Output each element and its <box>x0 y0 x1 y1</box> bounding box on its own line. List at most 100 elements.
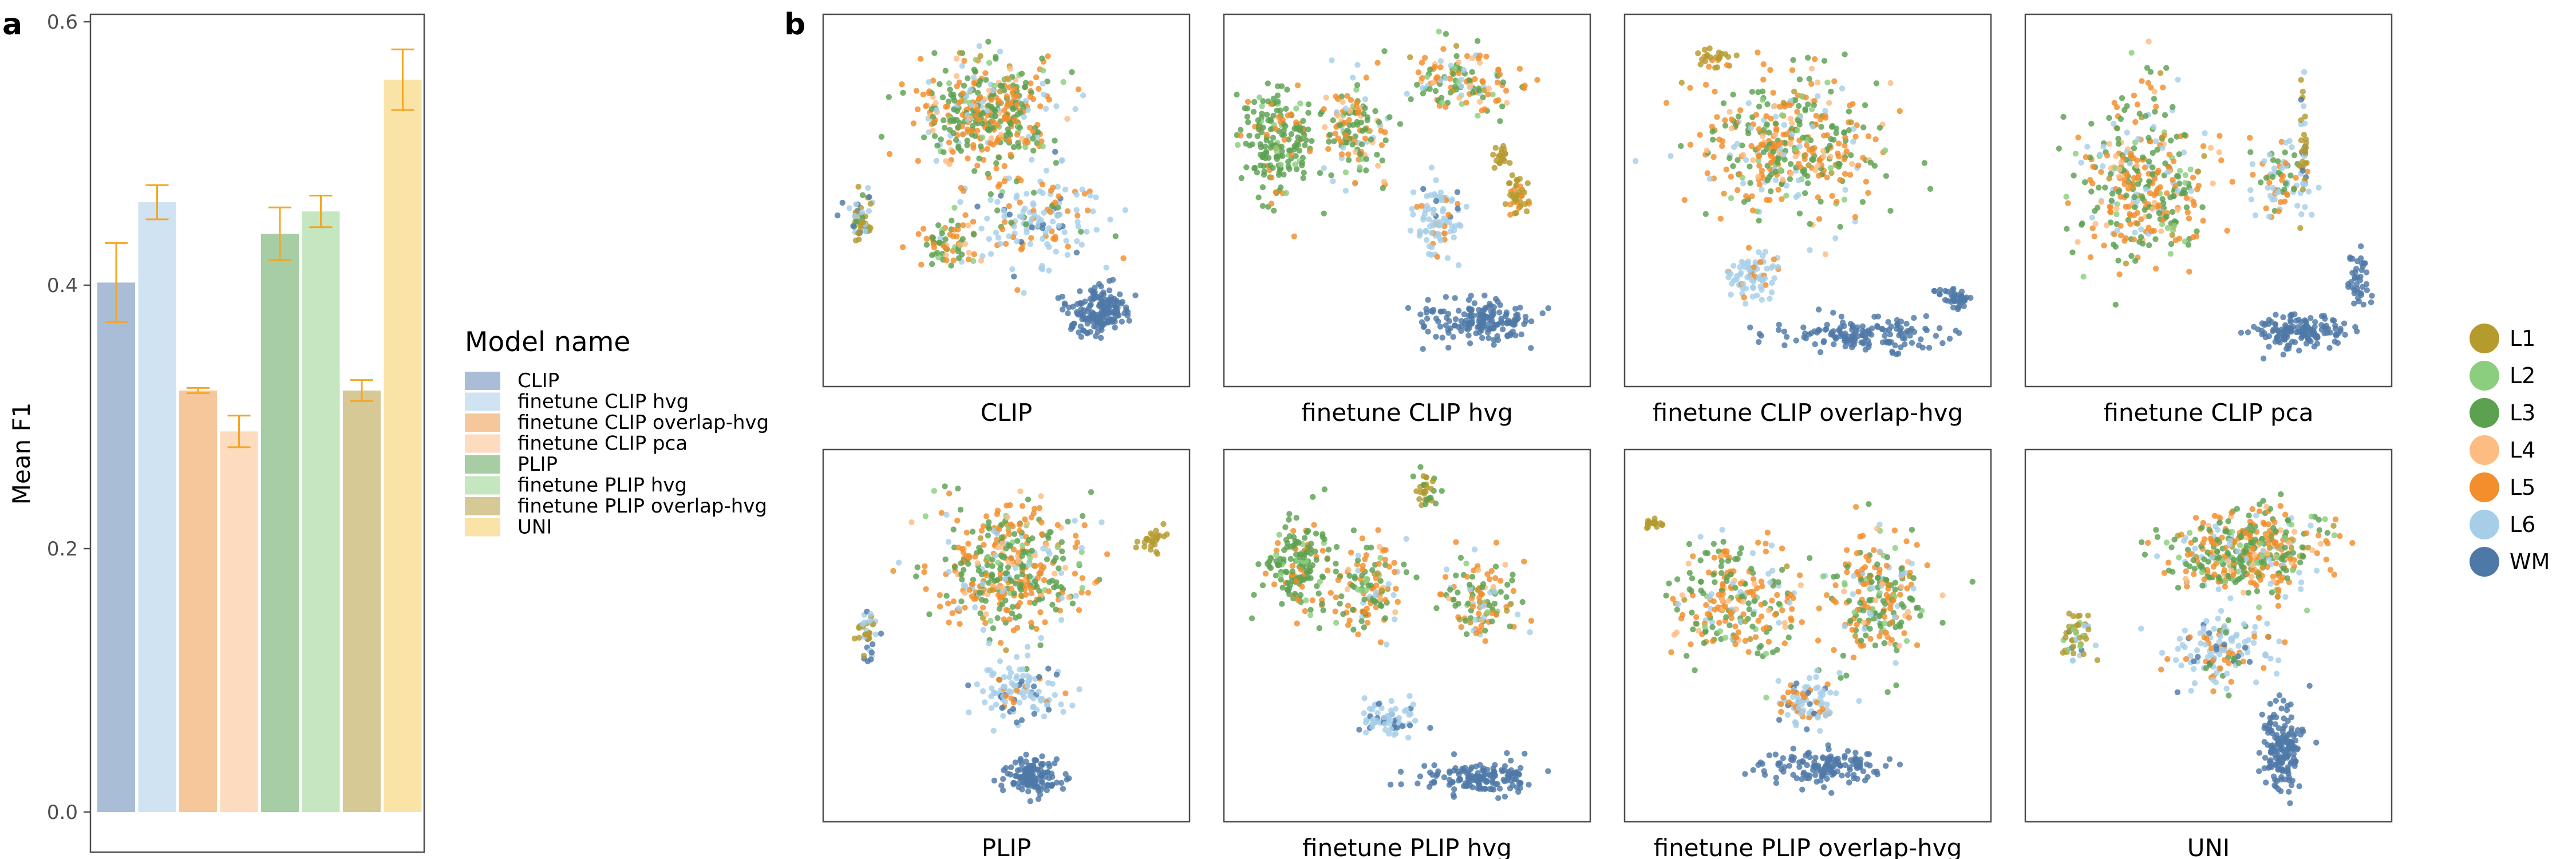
scatter-point <box>1038 493 1044 499</box>
scatter-point <box>2092 220 2099 227</box>
scatter-point <box>1018 239 1025 245</box>
scatter-point <box>1388 726 1394 732</box>
scatter-point <box>1513 776 1519 782</box>
scatter-point <box>1886 340 1893 346</box>
scatter-point <box>1799 619 1805 625</box>
scatter-point <box>1663 100 1670 106</box>
scatter-point <box>941 117 947 124</box>
scatter-point <box>1023 221 1029 228</box>
scatter-point <box>1059 306 1066 313</box>
scatter-point <box>985 533 991 539</box>
scatter-point <box>1502 793 1508 800</box>
scatter-point <box>1451 786 1457 793</box>
scatter-point <box>1884 554 1891 561</box>
scatter-point <box>1893 682 1899 688</box>
scatter-point <box>1486 602 1493 609</box>
scatter-point <box>1024 652 1031 659</box>
scatter-point <box>2116 166 2123 173</box>
scatter-point <box>1507 201 1514 208</box>
scatter-point <box>1755 174 1761 180</box>
scatter-point <box>2146 213 2152 219</box>
scatter-point <box>1054 204 1061 211</box>
scatter-point <box>1450 71 1456 77</box>
scatter-point <box>979 120 986 127</box>
scatter-point <box>2098 169 2104 175</box>
scatter-point <box>1727 609 1734 615</box>
scatter-point <box>1788 592 1794 598</box>
scatter-point <box>1808 81 1815 87</box>
umap-panel: finetune PLIP overlap-hvg <box>1623 448 1992 859</box>
scatter-point <box>1012 117 1018 123</box>
scatter-point <box>853 201 859 207</box>
scatter-point <box>1094 578 1100 585</box>
scatter-point <box>1018 582 1024 588</box>
scatter-point <box>1517 183 1524 190</box>
scatter-point <box>1382 615 1388 621</box>
scatter-point <box>1048 529 1054 535</box>
scatter-point <box>1362 96 1369 103</box>
scatter-point <box>1021 113 1028 120</box>
scatter-point <box>934 250 941 256</box>
scatter-point <box>953 137 959 143</box>
scatter-point <box>1862 102 1868 108</box>
scatter-point <box>993 54 999 60</box>
scatter-point <box>1410 189 1417 195</box>
umap-panel-title: finetune CLIP hvg <box>1301 399 1513 427</box>
scatter-point <box>1354 99 1360 105</box>
scatter-point <box>1857 533 1863 540</box>
scatter-point <box>967 115 973 121</box>
scatter-point <box>1307 575 1314 581</box>
scatter-point <box>960 188 967 194</box>
scatter-point <box>1284 540 1291 546</box>
scatter-point <box>1890 597 1897 604</box>
scatter-point <box>2247 135 2253 141</box>
scatter-point <box>2164 224 2171 231</box>
scatter-point <box>1510 782 1516 789</box>
scatter-point <box>2065 200 2071 206</box>
scatter-point <box>2284 192 2291 198</box>
scatter-point <box>1458 624 1464 631</box>
scatter-point <box>980 523 987 529</box>
scatter-point <box>1397 121 1404 127</box>
scatter-point <box>2171 223 2178 229</box>
scatter-point <box>1864 604 1871 610</box>
scatter-point <box>972 553 978 560</box>
scatter-point <box>966 250 973 256</box>
scatter-point <box>1896 643 1902 649</box>
scatter-point <box>1767 295 1773 302</box>
scatter-point <box>1710 136 1716 143</box>
scatter-point <box>1419 85 1425 92</box>
scatter-point <box>2309 211 2315 218</box>
scatter-point <box>1748 143 1755 149</box>
scatter-point <box>1881 613 1888 620</box>
scatter-point <box>1507 180 1513 186</box>
scatter-point <box>1499 326 1506 333</box>
scatter-point <box>1457 554 1464 561</box>
scatter-point <box>935 254 942 261</box>
scatter-point <box>1887 331 1894 338</box>
scatter-point <box>1894 321 1901 328</box>
scatter-point <box>957 242 963 248</box>
scatter-point <box>2252 212 2259 219</box>
scatter-point <box>1412 718 1419 724</box>
scatter-point <box>1008 521 1014 527</box>
scatter-point <box>1464 574 1471 580</box>
scatter-point <box>1058 779 1065 786</box>
scatter-point <box>1823 592 1830 598</box>
scatter-point <box>1040 545 1046 552</box>
scatter-point <box>1887 605 1894 612</box>
scatter-point <box>1937 325 1943 332</box>
scatter-point <box>1787 600 1793 606</box>
scatter-point <box>1014 238 1020 245</box>
scatter-point <box>1022 98 1029 104</box>
scatter-point <box>920 226 927 232</box>
scatter-point <box>1426 243 1433 250</box>
scatter-point <box>1719 138 1726 144</box>
scatter-point <box>1747 636 1753 643</box>
scatter-point <box>1704 170 1710 176</box>
scatter-point <box>2106 115 2112 121</box>
scatter-point <box>1303 549 1310 555</box>
scatter-point <box>1763 113 1769 119</box>
scatter-point <box>1053 606 1059 613</box>
